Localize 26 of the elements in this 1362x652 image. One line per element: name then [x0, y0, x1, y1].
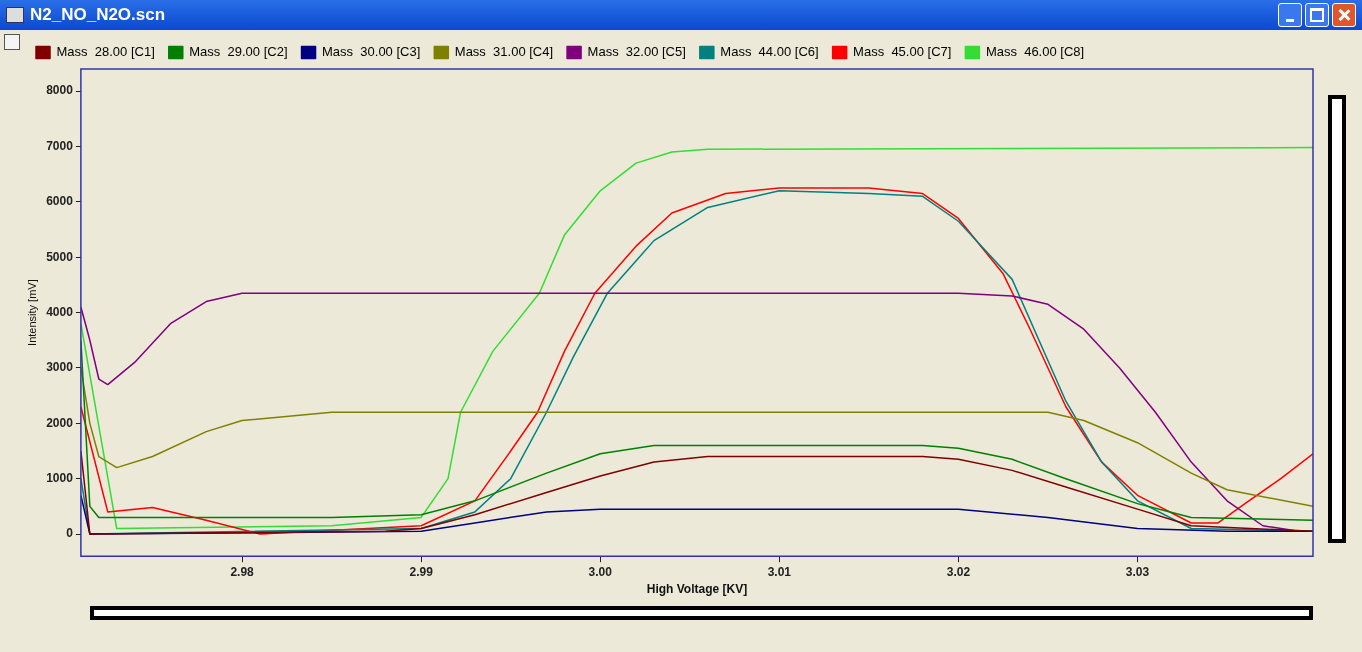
y-tick-label: 1000	[46, 471, 74, 485]
chart-title: N2_NO_N2O.scn	[30, 5, 167, 25]
x-tick-label: 3.03	[1125, 564, 1150, 579]
legend-label: Mass 29.00 [C2]	[189, 44, 288, 60]
x-tick-label: 3.02	[946, 564, 971, 579]
x-tick-label: 2.98	[230, 564, 255, 579]
x-tick-label: 2.99	[409, 564, 434, 579]
y-tick-label: 6000	[46, 194, 74, 209]
y-axis-title: Intensity [mV]	[25, 279, 38, 346]
legend-label: Mass 31.00 [C4]	[454, 44, 554, 60]
y-tick-label: 4000	[46, 304, 74, 319]
legend-label: Mass 46.00 [C8]	[985, 44, 1085, 60]
y-tick-label: 7000	[46, 138, 74, 153]
legend-label: Mass 45.00 [C7]	[853, 44, 952, 60]
y-tick-label: 5000	[46, 249, 74, 264]
x-tick-label: 3.00	[588, 564, 613, 579]
x-tick-label: 3.01	[767, 564, 792, 579]
y-tick-label: 3000	[46, 360, 74, 375]
legend-label: Mass 28.00 [C1]	[56, 44, 155, 60]
legend-label: Mass 32.00 [C5]	[587, 44, 686, 60]
x-axis-title: High Voltage [KV]	[646, 582, 748, 597]
y-tick-label: 2000	[46, 415, 74, 430]
legend-label: Mass 44.00 [C6]	[720, 44, 819, 60]
legend-label: Mass 30.00 [C3]	[322, 44, 421, 60]
y-tick-label: 0	[66, 526, 74, 541]
y-tick-label: 8000	[46, 83, 74, 98]
